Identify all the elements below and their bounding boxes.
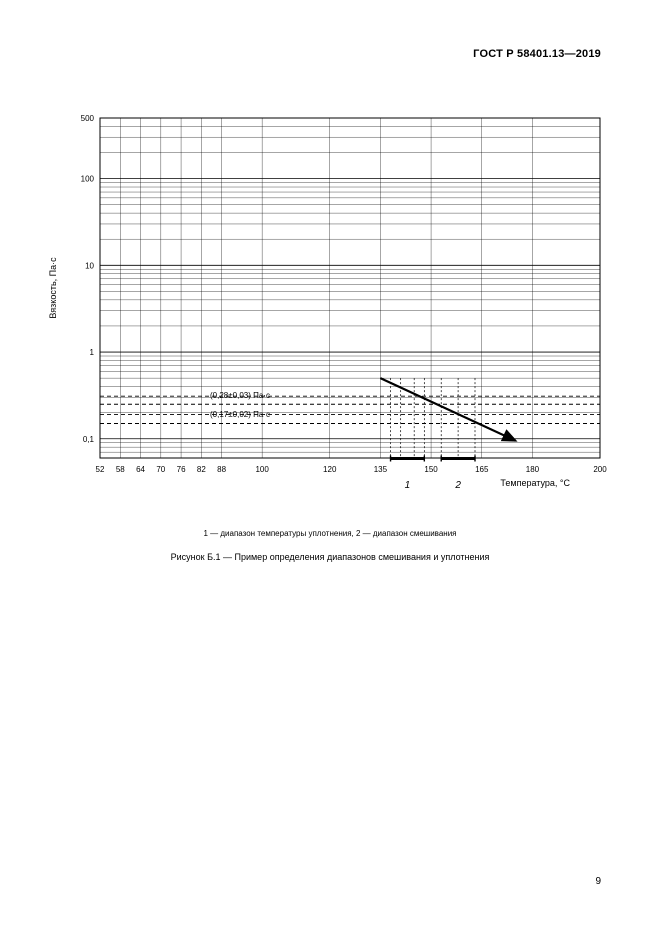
viscosity-temperature-chart: 0,1 1 10 100 500 Вязкость, Па·с 52 58 64 70 76 82 88… [40, 108, 620, 508]
chart-container: 0,1 1 10 100 500 Вязкость, Па·с 52 58 64 70 76 82 88… [40, 108, 620, 562]
svg-text:Температура, °С: Температура, °С [500, 478, 570, 488]
chart-legend: 1 — диапазон температуры уплотнения, 2 —… [40, 529, 620, 538]
svg-text:100: 100 [81, 175, 95, 184]
svg-text:76: 76 [177, 465, 186, 474]
svg-text:70: 70 [156, 465, 165, 474]
svg-text:150: 150 [424, 465, 438, 474]
svg-text:100: 100 [255, 465, 269, 474]
svg-text:52: 52 [96, 465, 105, 474]
svg-text:64: 64 [136, 465, 145, 474]
svg-text:2: 2 [454, 480, 461, 491]
svg-text:10: 10 [85, 261, 94, 270]
svg-text:Вязкость, Па·с: Вязкость, Па·с [48, 257, 58, 319]
svg-text:(0,17±0,02) Па·с: (0,17±0,02) Па·с [210, 410, 270, 419]
figure-caption: Рисунок Б.1 — Пример определения диапазо… [40, 552, 620, 562]
svg-text:120: 120 [323, 465, 337, 474]
svg-text:(0,28±0,03) Па·с: (0,28±0,03) Па·с [210, 391, 270, 400]
svg-text:135: 135 [374, 465, 388, 474]
svg-text:0,1: 0,1 [83, 435, 95, 444]
standard-code: ГОСТ Р 58401.13—2019 [473, 48, 601, 60]
svg-text:500: 500 [81, 114, 95, 123]
svg-text:88: 88 [217, 465, 226, 474]
svg-text:200: 200 [593, 465, 607, 474]
svg-text:1: 1 [405, 480, 411, 491]
svg-text:1: 1 [90, 348, 95, 357]
svg-text:58: 58 [116, 465, 125, 474]
svg-text:82: 82 [197, 465, 206, 474]
svg-text:180: 180 [526, 465, 540, 474]
page: ГОСТ Р 58401.13—2019 0,1 1 10 100 500 Вязкост… [0, 0, 661, 935]
svg-text:165: 165 [475, 465, 489, 474]
page-number: 9 [595, 876, 601, 887]
